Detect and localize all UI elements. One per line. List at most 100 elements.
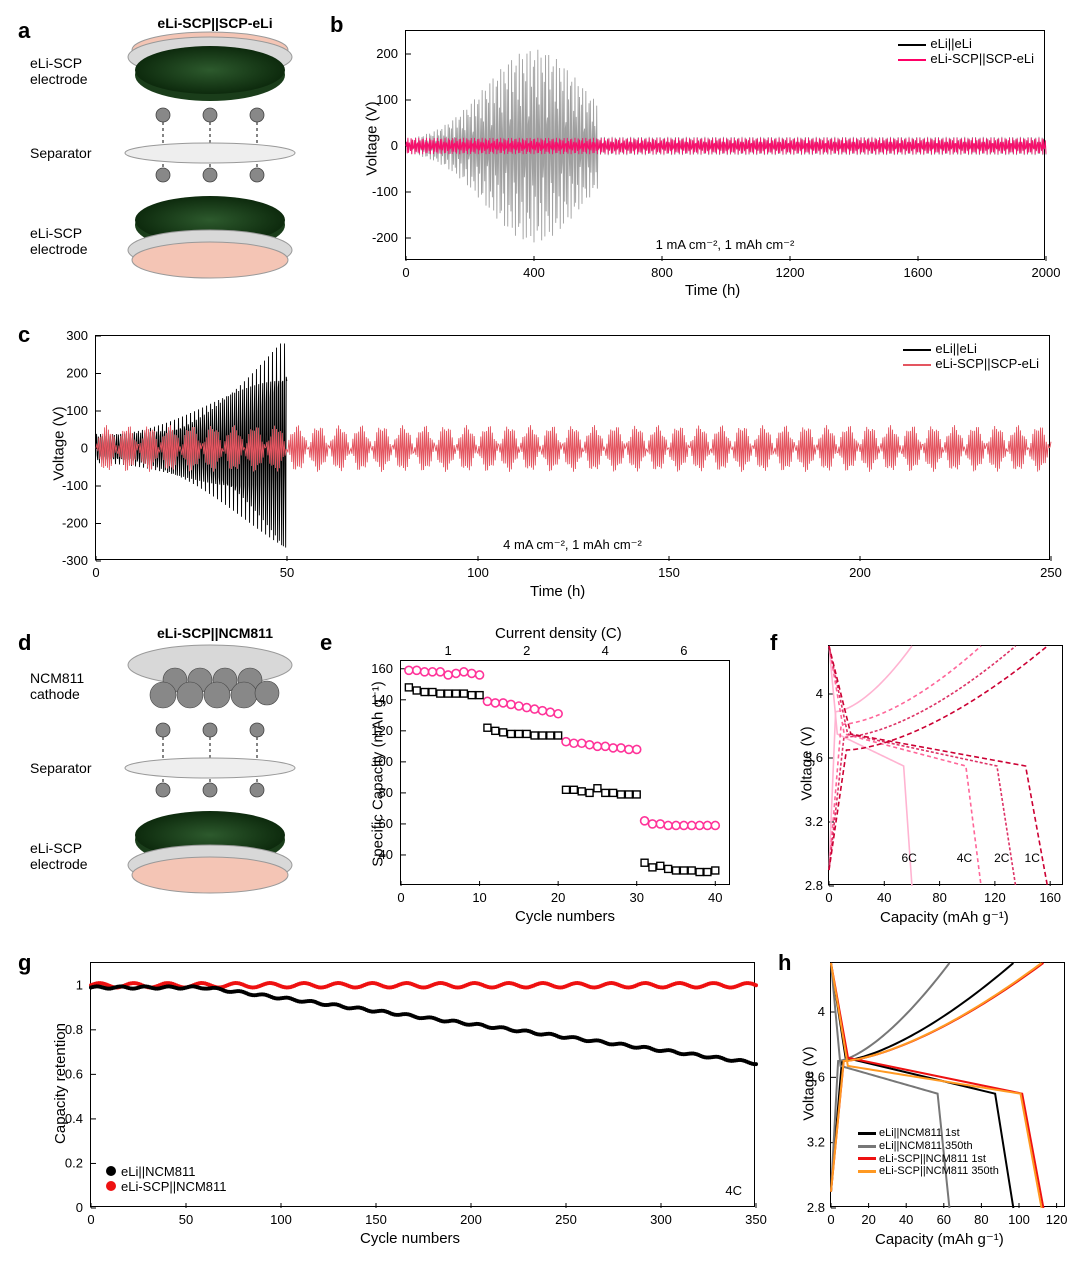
- svg-text:1: 1: [445, 643, 452, 658]
- svg-text:1: 1: [76, 977, 83, 992]
- svg-text:0: 0: [92, 565, 99, 580]
- panel-b-chart: 0400800120016002000-200-1000100200 eLi||…: [405, 30, 1045, 260]
- svg-text:100: 100: [270, 1212, 292, 1227]
- svg-text:800: 800: [651, 265, 673, 280]
- svg-text:350: 350: [745, 1212, 767, 1227]
- svg-text:2C: 2C: [994, 851, 1010, 865]
- panel-g-note: 4C: [725, 1183, 742, 1198]
- svg-text:80: 80: [974, 1212, 988, 1227]
- legend-item: eLi||eLi: [935, 341, 976, 356]
- panel-f-xlabel: Capacity (mAh g⁻¹): [880, 908, 1009, 926]
- panel-e: Current density (C) 01020304040608010012…: [330, 625, 750, 935]
- svg-text:150: 150: [365, 1212, 387, 1227]
- svg-text:1C: 1C: [1025, 851, 1041, 865]
- panel-b-legend: eLi||eLi eLi-SCP||SCP-eLi: [898, 36, 1034, 66]
- svg-text:4: 4: [602, 643, 609, 658]
- svg-text:0: 0: [397, 890, 404, 905]
- svg-text:80: 80: [932, 890, 946, 905]
- panel-h-ylabel: Voltage (V): [801, 1046, 818, 1120]
- legend-item: eLi-SCP||SCP-eLi: [930, 51, 1034, 66]
- panel-c-ylabel: Voltage (V): [51, 406, 68, 480]
- svg-text:100: 100: [66, 403, 88, 418]
- panel-c-note: 4 mA cm⁻², 1 mAh cm⁻²: [503, 537, 642, 553]
- panel-a-diagram: eLi-SCP||SCP-eLi eLi-SCPelectrode Separa…: [35, 15, 305, 305]
- svg-text:4C: 4C: [957, 851, 973, 865]
- svg-text:4: 4: [818, 1004, 825, 1019]
- svg-text:-200: -200: [62, 516, 88, 531]
- svg-text:160: 160: [371, 661, 393, 676]
- svg-text:2.8: 2.8: [807, 1200, 825, 1215]
- panel-h-chart: 0204060801001202.83.23.64 eLi||NCM811 1s…: [830, 962, 1065, 1207]
- svg-text:0: 0: [81, 441, 88, 456]
- panel-g-chart: 05010015020025030035000.20.40.60.81 eLi|…: [90, 962, 755, 1207]
- panel-f: 040801201602.83.23.646C4C2C1C Voltage (V…: [780, 630, 1070, 935]
- svg-text:300: 300: [66, 328, 88, 343]
- panel-d-bot-label: eLi-SCPelectrode: [30, 840, 105, 872]
- svg-text:40: 40: [708, 890, 722, 905]
- legend-item: eLi||NCM811: [121, 1164, 195, 1179]
- svg-text:100: 100: [467, 565, 489, 580]
- panel-c-legend: eLi||eLi eLi-SCP||SCP-eLi: [903, 341, 1039, 371]
- panel-a-label: a: [18, 18, 30, 44]
- panel-a-top-label: eLi-SCPelectrode: [30, 55, 105, 87]
- svg-text:0: 0: [76, 1200, 83, 1215]
- svg-text:3.2: 3.2: [807, 1135, 825, 1150]
- svg-text:250: 250: [555, 1212, 577, 1227]
- svg-text:40: 40: [899, 1212, 913, 1227]
- legend-item: eLi||eLi: [930, 36, 971, 51]
- svg-text:200: 200: [849, 565, 871, 580]
- svg-text:30: 30: [629, 890, 643, 905]
- svg-text:150: 150: [658, 565, 680, 580]
- panel-b: 0400800120016002000-200-1000100200 eLi||…: [345, 20, 1065, 315]
- panel-c-xlabel: Time (h): [530, 583, 585, 600]
- panel-a-bot-label: eLi-SCPelectrode: [30, 225, 105, 257]
- svg-text:1200: 1200: [776, 265, 805, 280]
- svg-text:2000: 2000: [1032, 265, 1061, 280]
- svg-text:0.2: 0.2: [65, 1155, 83, 1170]
- svg-text:160: 160: [1039, 890, 1061, 905]
- panel-b-label: b: [330, 12, 343, 38]
- svg-text:-300: -300: [62, 553, 88, 568]
- panel-g: 05010015020025030035000.20.40.60.81 eLi|…: [30, 950, 770, 1255]
- panel-d-top-label: NCM811cathode: [30, 670, 105, 702]
- svg-text:40: 40: [877, 890, 891, 905]
- panel-e-xlabel: Cycle numbers: [515, 908, 615, 925]
- panel-g-ylabel: Capacity retention: [52, 1023, 69, 1144]
- panel-d-sep-label: Separator: [30, 760, 105, 776]
- svg-text:2: 2: [523, 643, 530, 658]
- panel-h-xlabel: Capacity (mAh g⁻¹): [875, 1230, 1004, 1248]
- svg-text:120: 120: [1046, 1212, 1068, 1227]
- panel-g-xlabel: Cycle numbers: [360, 1230, 460, 1247]
- svg-text:250: 250: [1040, 565, 1062, 580]
- svg-text:3.2: 3.2: [805, 814, 823, 829]
- panel-b-note: 1 mA cm⁻², 1 mAh cm⁻²: [656, 237, 795, 253]
- svg-text:200: 200: [460, 1212, 482, 1227]
- panel-f-chart: 040801201602.83.23.646C4C2C1C: [828, 645, 1063, 885]
- panel-f-label: f: [770, 630, 777, 656]
- svg-text:20: 20: [551, 890, 565, 905]
- legend-item: eLi||NCM811 1st: [879, 1127, 960, 1139]
- svg-text:-100: -100: [372, 184, 398, 199]
- svg-text:200: 200: [66, 366, 88, 381]
- svg-text:50: 50: [280, 565, 294, 580]
- svg-text:0: 0: [391, 138, 398, 153]
- svg-text:0: 0: [827, 1212, 834, 1227]
- panel-d-diagram: eLi-SCP||NCM811 NCM811cathode Separator …: [35, 625, 305, 925]
- panel-c-chart: 050100150200250-300-200-1000100200300 eL…: [95, 335, 1050, 560]
- panel-e-chart: 0102030404060801001201401601246: [400, 660, 730, 885]
- svg-text:6: 6: [680, 643, 687, 658]
- svg-text:60: 60: [937, 1212, 951, 1227]
- panel-b-ylabel: Voltage (V): [364, 101, 381, 175]
- panel-c-label: c: [18, 322, 30, 348]
- svg-text:2.8: 2.8: [805, 878, 823, 893]
- legend-item: eLi-SCP||NCM811 350th: [879, 1165, 999, 1177]
- svg-text:200: 200: [376, 46, 398, 61]
- panel-h-legend: eLi||NCM811 1st eLi||NCM811 350th eLi-SC…: [858, 1127, 999, 1178]
- svg-text:4: 4: [816, 686, 823, 701]
- panel-e-ylabel: Specific Capacity (mAh g⁻¹): [369, 681, 387, 866]
- panel-g-legend: eLi||NCM811 eLi-SCP||NCM811: [106, 1164, 227, 1194]
- panel-f-ylabel: Voltage (V): [799, 726, 816, 800]
- svg-text:10: 10: [472, 890, 486, 905]
- svg-text:-200: -200: [372, 230, 398, 245]
- legend-item: eLi-SCP||NCM811 1st: [879, 1153, 986, 1165]
